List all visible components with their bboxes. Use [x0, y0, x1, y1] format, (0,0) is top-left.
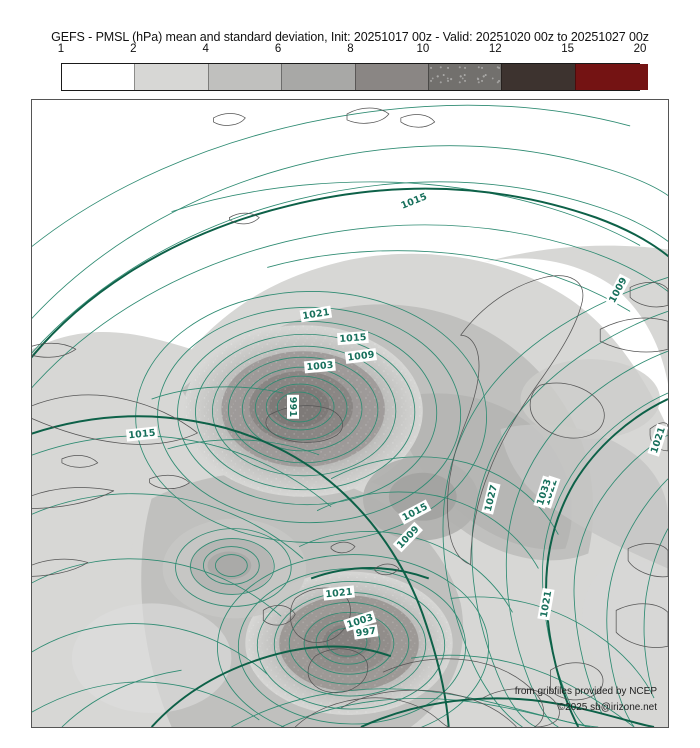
colorbar-tick-6: 6	[274, 43, 282, 55]
coastlines	[32, 107, 668, 727]
credit-line-2: ©2025 sb@irizone.net	[557, 702, 657, 713]
colorbar-tick-2: 2	[130, 43, 137, 55]
isobar-1015-bold	[32, 187, 668, 727]
colorbar-tick-4: 4	[202, 43, 209, 55]
colorbar-band-8-10	[354, 64, 428, 90]
colorbar: 1 2 4 6 8 10 12 15 20	[58, 43, 648, 91]
colorbar-tick-15: 15	[561, 43, 575, 55]
map-panel[interactable]: 1015102110151009100399110151009102210151…	[31, 99, 669, 728]
colorbar-band-1-2	[62, 64, 135, 90]
colorbar-tick-12: 12	[488, 43, 502, 55]
colorbar-band-10-12	[427, 64, 502, 90]
contour-label-991-5: 991	[287, 394, 299, 420]
colorbar-band-6-8	[281, 64, 355, 90]
colorbar-tick-20: 20	[633, 43, 647, 55]
colorbar-band-12-15	[501, 64, 575, 90]
colorbar-tick-labels: 1 2 4 6 8 10 12 15 20	[57, 43, 647, 61]
page-title: GEFS - PMSL (hPa) mean and standard devi…	[51, 30, 649, 44]
colorbar-band-2-4	[134, 64, 208, 90]
colorbar-tick-1: 1	[57, 43, 65, 55]
colorbar-band-4-6	[207, 64, 282, 90]
credit-line-1: from gribfiles provided by NCEP	[514, 686, 657, 697]
colorbar-tick-10: 10	[416, 43, 430, 55]
colorbar-tick-8: 8	[347, 43, 354, 55]
colorbar-bands	[61, 63, 648, 91]
colorbar-band-15-20	[574, 64, 648, 90]
map-canvas	[32, 104, 668, 727]
stddev-shading	[32, 245, 668, 727]
contour-label-1015-2: 1015	[336, 330, 370, 346]
colorbar-stipple	[428, 64, 502, 90]
